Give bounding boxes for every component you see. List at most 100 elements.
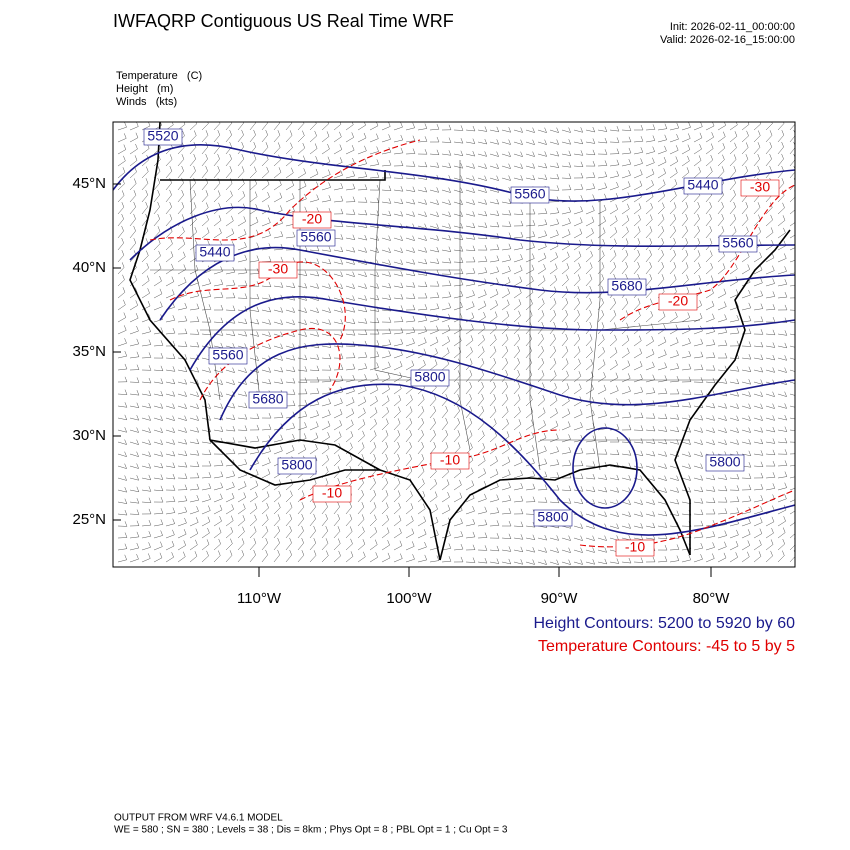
wind-barb: [369, 317, 380, 324]
wind-barb: [465, 138, 476, 144]
wind-barb: [369, 407, 378, 419]
wind-barb: [741, 264, 750, 275]
wind-barb: [765, 472, 776, 479]
wind-barb: [645, 180, 654, 191]
wind-barb: [789, 345, 795, 348]
wind-barb: [309, 550, 317, 563]
wind-barb: [345, 501, 352, 515]
wind-barb: [705, 262, 713, 275]
wind-barb: [489, 381, 496, 395]
wind-barb: [333, 170, 343, 179]
wind-barb: [321, 353, 332, 360]
wind-barb: [333, 353, 344, 359]
wind-barb: [177, 328, 188, 335]
wind-barb: [345, 234, 356, 240]
wind-barb: [777, 516, 786, 527]
wind-barb: [153, 519, 164, 527]
wind-barb: [153, 340, 164, 347]
wind-barb: [309, 365, 320, 372]
wind-barb: [213, 279, 224, 287]
wind-barb: [765, 550, 773, 563]
wind-barb: [789, 487, 795, 491]
wind-barb: [129, 225, 136, 239]
wind-barb: [333, 501, 340, 515]
wind-barb: [297, 122, 305, 131]
wind-barb: [729, 529, 739, 539]
wind-barb: [789, 381, 795, 384]
wind-barb: [633, 147, 644, 155]
wind-barb: [669, 350, 679, 359]
wind-barb: [417, 454, 425, 467]
wind-barb: [405, 247, 415, 253]
wind-barb: [549, 459, 560, 467]
wind-barb: [189, 367, 199, 373]
wind-barb: [597, 499, 607, 505]
wind-barb: [417, 235, 427, 241]
wind-barb: [381, 247, 391, 253]
wind-barb: [477, 244, 488, 251]
wind-barb: [789, 441, 795, 443]
wind-barb: [285, 142, 293, 155]
wind-barb: [789, 285, 795, 287]
wind-barb: [405, 554, 415, 563]
wind-barb: [561, 263, 570, 275]
wind-barb: [429, 429, 436, 443]
wind-barb: [177, 165, 184, 179]
wind-barb: [525, 432, 534, 443]
wind-barb: [369, 247, 379, 253]
wind-barb: [513, 534, 524, 540]
wind-barb: [777, 367, 787, 373]
wind-barb: [753, 142, 761, 155]
wind-barb: [753, 506, 763, 515]
wind-barb: [213, 266, 223, 275]
wind-barb: [429, 223, 439, 229]
wind-barb: [777, 291, 788, 299]
wind-barb: [177, 154, 185, 167]
wind-barb: [789, 499, 795, 503]
wind-barb: [561, 346, 569, 359]
wind-barb: [645, 425, 656, 432]
wind-barb: [657, 349, 667, 359]
wind-barb: [369, 159, 380, 167]
wind-barb: [513, 470, 523, 479]
wind-barb: [621, 147, 632, 155]
wind-barb: [261, 343, 271, 349]
wind-barb: [441, 291, 452, 299]
wind-barb: [537, 208, 548, 215]
field-label: Winds (kts): [116, 96, 177, 108]
wind-barb: [585, 250, 593, 263]
wind-barb: [201, 367, 211, 373]
wind-barb: [753, 528, 763, 539]
wind-barb: [321, 420, 331, 431]
wind-barb: [249, 293, 260, 300]
wind-barb: [141, 531, 152, 539]
wind-barb: [477, 199, 487, 205]
wind-barb: [621, 347, 630, 359]
wind-barb: [705, 132, 714, 143]
wind-barb: [165, 315, 176, 323]
wind-barb: [393, 441, 400, 455]
wind-barb: [597, 436, 608, 443]
wind-barb: [141, 288, 150, 299]
wind-barb: [213, 215, 222, 227]
wind-barb: [537, 559, 547, 565]
wind-barb: [633, 425, 644, 431]
wind-barb: [549, 345, 556, 359]
wind-barb: [705, 213, 712, 227]
wind-barb: [285, 378, 296, 384]
wind-barb: [129, 201, 136, 215]
wind-barb: [645, 146, 655, 155]
wind-barb: [405, 360, 415, 371]
wind-barb: [225, 481, 235, 491]
wind-barb: [705, 288, 714, 299]
wind-barb: [393, 553, 403, 563]
wind-barb: [453, 290, 464, 299]
wind-barb: [381, 328, 392, 335]
wind-barb: [405, 122, 415, 131]
lon-label: 90°W: [541, 590, 579, 607]
wind-barb: [741, 142, 749, 155]
wind-barb: [597, 137, 608, 144]
wind-barb: [225, 292, 236, 299]
wind-barb: [369, 146, 379, 155]
wind-barb: [177, 517, 187, 527]
